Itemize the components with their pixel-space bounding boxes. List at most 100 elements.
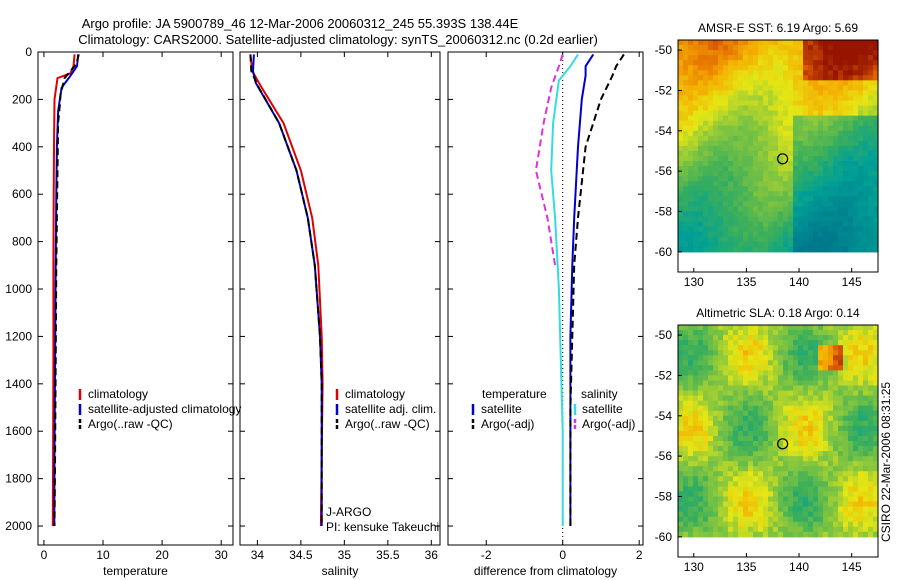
heatmap-cell <box>758 375 764 382</box>
heatmap-cell <box>768 231 774 238</box>
heatmap-cell <box>863 60 869 66</box>
heatmap-cell <box>708 140 714 147</box>
heatmap-cell <box>743 150 749 157</box>
heatmap-cell <box>713 511 719 518</box>
heatmap-cell <box>693 191 699 197</box>
heatmap-cell <box>863 350 869 356</box>
heatmap-cell <box>713 355 719 361</box>
heatmap-cell <box>703 150 709 157</box>
heatmap-cell <box>733 471 739 477</box>
heatmap-cell <box>783 481 789 487</box>
heatmap-cell <box>783 511 789 518</box>
heatmap-cell <box>753 446 759 452</box>
heatmap-cell <box>803 100 809 107</box>
heatmap-cell <box>688 516 694 523</box>
heatmap-cell <box>778 355 784 361</box>
heatmap-cell <box>788 385 794 392</box>
heatmap-cell <box>733 511 739 518</box>
heatmap-cell <box>773 60 779 66</box>
heatmap-cell <box>823 140 829 147</box>
heatmap-cell <box>683 395 689 402</box>
heatmap-cell <box>763 130 769 137</box>
heatmap-cell <box>833 516 839 523</box>
heatmap-cell <box>738 135 744 142</box>
difference-xtick-label: -2 <box>481 548 492 562</box>
heatmap-cell <box>833 140 839 147</box>
heatmap-cell <box>703 501 709 508</box>
heatmap-cell <box>798 75 804 81</box>
heatmap-cell <box>698 166 704 172</box>
heatmap-cell <box>848 70 854 76</box>
heatmap-cell <box>833 521 839 528</box>
heatmap-cell <box>798 85 804 92</box>
heatmap-cell <box>743 506 749 513</box>
heatmap-cell <box>823 211 829 218</box>
heatmap-cell <box>763 55 769 61</box>
heatmap-cell <box>793 496 799 503</box>
heatmap-cell <box>848 201 854 208</box>
heatmap-cell <box>838 120 844 127</box>
heatmap-cell <box>678 196 684 202</box>
heatmap-cell <box>828 456 834 462</box>
heatmap-cell <box>838 360 844 366</box>
heatmap-cell <box>723 410 729 417</box>
heatmap-cell <box>798 365 804 371</box>
heatmap-cell <box>793 471 799 477</box>
heatmap-cell <box>768 330 774 336</box>
heatmap-cell <box>823 340 829 346</box>
heatmap-cell <box>863 221 869 228</box>
heatmap-cell <box>808 526 814 533</box>
heatmap-cell <box>838 415 844 422</box>
heatmap-cell <box>778 496 784 503</box>
heatmap-cell <box>833 236 839 243</box>
heatmap-cell <box>753 156 759 162</box>
heatmap-cell <box>718 176 724 182</box>
heatmap-cell <box>793 150 799 157</box>
heatmap-cell <box>828 135 834 142</box>
heatmap-cell <box>708 405 714 412</box>
heatmap-cell <box>768 456 774 462</box>
heatmap-cell <box>748 481 754 487</box>
heatmap-cell <box>788 50 794 56</box>
heatmap-cell <box>853 80 859 86</box>
heatmap-cell <box>868 385 874 392</box>
heatmap-cell <box>823 476 829 482</box>
heatmap-cell <box>863 75 869 81</box>
heatmap-cell <box>683 330 689 336</box>
heatmap-cell <box>748 330 754 336</box>
heatmap-cell <box>863 181 869 187</box>
heatmap-cell <box>863 191 869 197</box>
heatmap-cell <box>833 60 839 66</box>
heatmap-cell <box>778 531 784 538</box>
heatmap-cell <box>733 221 739 228</box>
heatmap-cell <box>703 461 709 467</box>
heatmap-cell <box>723 340 729 346</box>
heatmap-cell <box>733 60 739 66</box>
heatmap-cell <box>763 441 769 447</box>
heatmap-cell <box>823 85 829 92</box>
heatmap-cell <box>768 55 774 61</box>
heatmap-cell <box>848 461 854 467</box>
heatmap-cell <box>678 521 684 528</box>
heatmap-cell <box>693 171 699 177</box>
heatmap-cell <box>813 45 819 51</box>
heatmap-cell <box>703 85 709 92</box>
heatmap-cell <box>843 115 849 122</box>
heatmap-cell <box>803 246 809 253</box>
heatmap-cell <box>813 335 819 341</box>
heatmap-cell <box>873 511 879 518</box>
heatmap-cell <box>753 360 759 366</box>
heatmap-cell <box>768 425 774 432</box>
heatmap-cell <box>753 216 759 223</box>
heatmap-cell <box>833 390 839 397</box>
heatmap-cell <box>828 501 834 508</box>
heatmap-cell <box>788 365 794 371</box>
heatmap-cell <box>678 496 684 503</box>
heatmap-cell <box>838 481 844 487</box>
heatmap-cell <box>808 130 814 137</box>
heatmap-cell <box>778 340 784 346</box>
heatmap-cell <box>768 506 774 513</box>
heatmap-cell <box>698 196 704 202</box>
heatmap-cell <box>743 325 749 331</box>
heatmap-cell <box>828 40 834 46</box>
